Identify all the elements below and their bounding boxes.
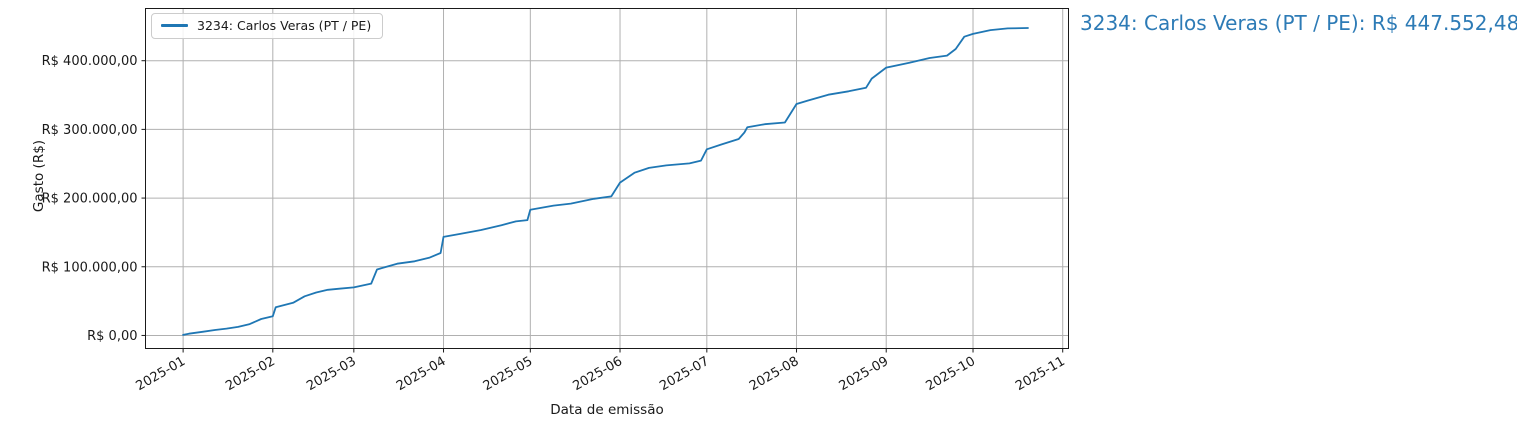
y-tick-label: R$ 200.000,00: [42, 192, 138, 207]
total-annotation: 3234: Carlos Veras (PT / PE): R$ 447.552…: [1080, 11, 1517, 35]
x-tick-label: 2025-03: [304, 354, 359, 394]
legend-box: 3234: Carlos Veras (PT / PE): [151, 13, 384, 39]
x-tick-label: 2025-09: [837, 354, 892, 394]
x-tick-label: 2025-08: [747, 354, 802, 394]
chart-plot-area: R$ 0,00 R$ 100.000,00 R$ 200.000,00 R$ 300.…: [42, 8, 1069, 394]
x-tick-label: 2025-02: [223, 354, 278, 394]
x-tick-label: 2025-11: [1013, 354, 1068, 394]
legend-label: 3234: Carlos Veras (PT / PE): [197, 18, 372, 33]
legend-line-swatch: [161, 24, 188, 27]
chart-figure: R$ 0,00 R$ 100.000,00 R$ 200.000,00 R$ 300.…: [31, 8, 1069, 418]
y-tick-label: R$ 400.000,00: [42, 54, 138, 69]
series-line: [182, 27, 1029, 336]
x-tick-label: 2025-04: [394, 354, 449, 394]
x-tick-label: 2025-10: [923, 354, 978, 394]
x-tick-label: 2025-06: [570, 354, 625, 394]
y-tick-label: R$ 0,00: [87, 329, 137, 344]
x-tick-label: 2025-01: [134, 354, 189, 394]
y-axis-label: Gasto (R$): [31, 139, 47, 213]
x-tick-label: 2025-07: [657, 354, 712, 394]
x-tick-label: 2025-05: [481, 354, 536, 394]
y-tick-label: R$ 100.000,00: [42, 260, 138, 275]
x-axis-label: Data de emissão: [550, 402, 664, 418]
plot-frame: [145, 8, 1069, 349]
y-tick-label: R$ 300.000,00: [42, 123, 138, 138]
